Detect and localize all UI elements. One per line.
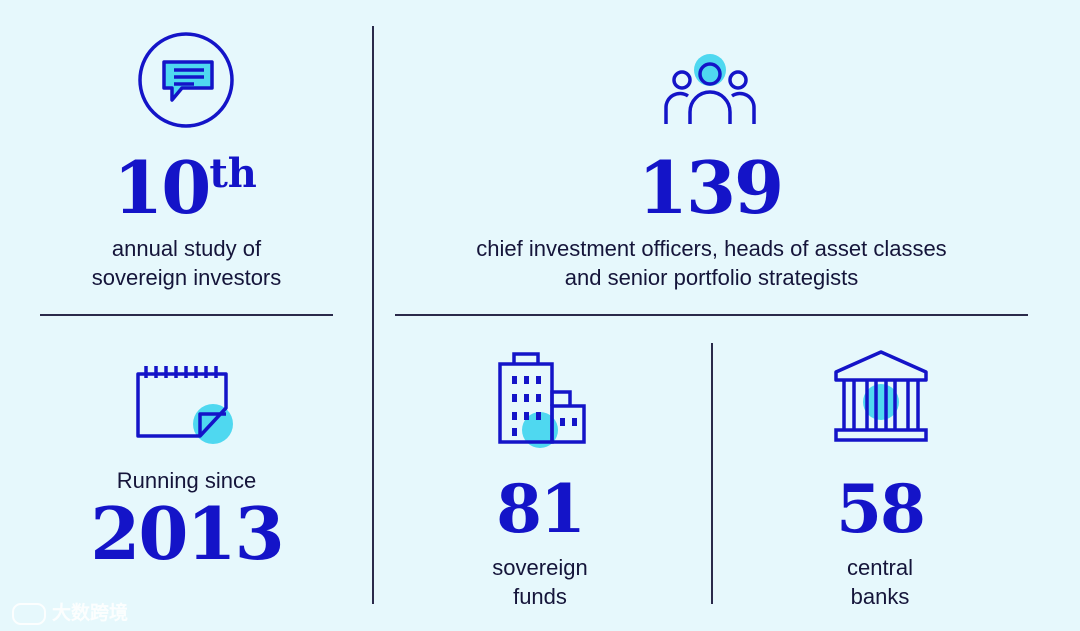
office-building-icon <box>496 350 588 448</box>
ordinal-suffix: th <box>209 150 257 197</box>
calendar-icon <box>132 362 238 446</box>
central-banks-number: 58 <box>836 470 926 548</box>
divider-vertical-main <box>372 26 374 604</box>
participants-description: chief investment officers, heads of asse… <box>476 236 947 290</box>
divider-horizontal-left <box>40 314 333 316</box>
running-since-year: 2013 <box>90 491 284 576</box>
watermark-logo-icon <box>12 602 46 625</box>
chat-bubble-icon <box>136 30 236 130</box>
people-group-icon <box>662 54 758 128</box>
sovereign-funds-description: sovereign funds <box>492 555 588 609</box>
running-since-label: Running since <box>116 468 257 493</box>
study-edition-number: 10th <box>113 145 257 230</box>
divider-vertical-bottom <box>711 343 713 604</box>
divider-horizontal-right <box>395 314 1028 316</box>
bank-building-icon <box>832 348 930 444</box>
study-description: annual study of sovereign investors <box>91 236 282 290</box>
central-banks-description: central banks <box>846 555 914 609</box>
participants-number: 139 <box>637 145 784 230</box>
sovereign-funds-number: 81 <box>496 470 586 548</box>
watermark: 大数跨境 <box>12 598 128 625</box>
